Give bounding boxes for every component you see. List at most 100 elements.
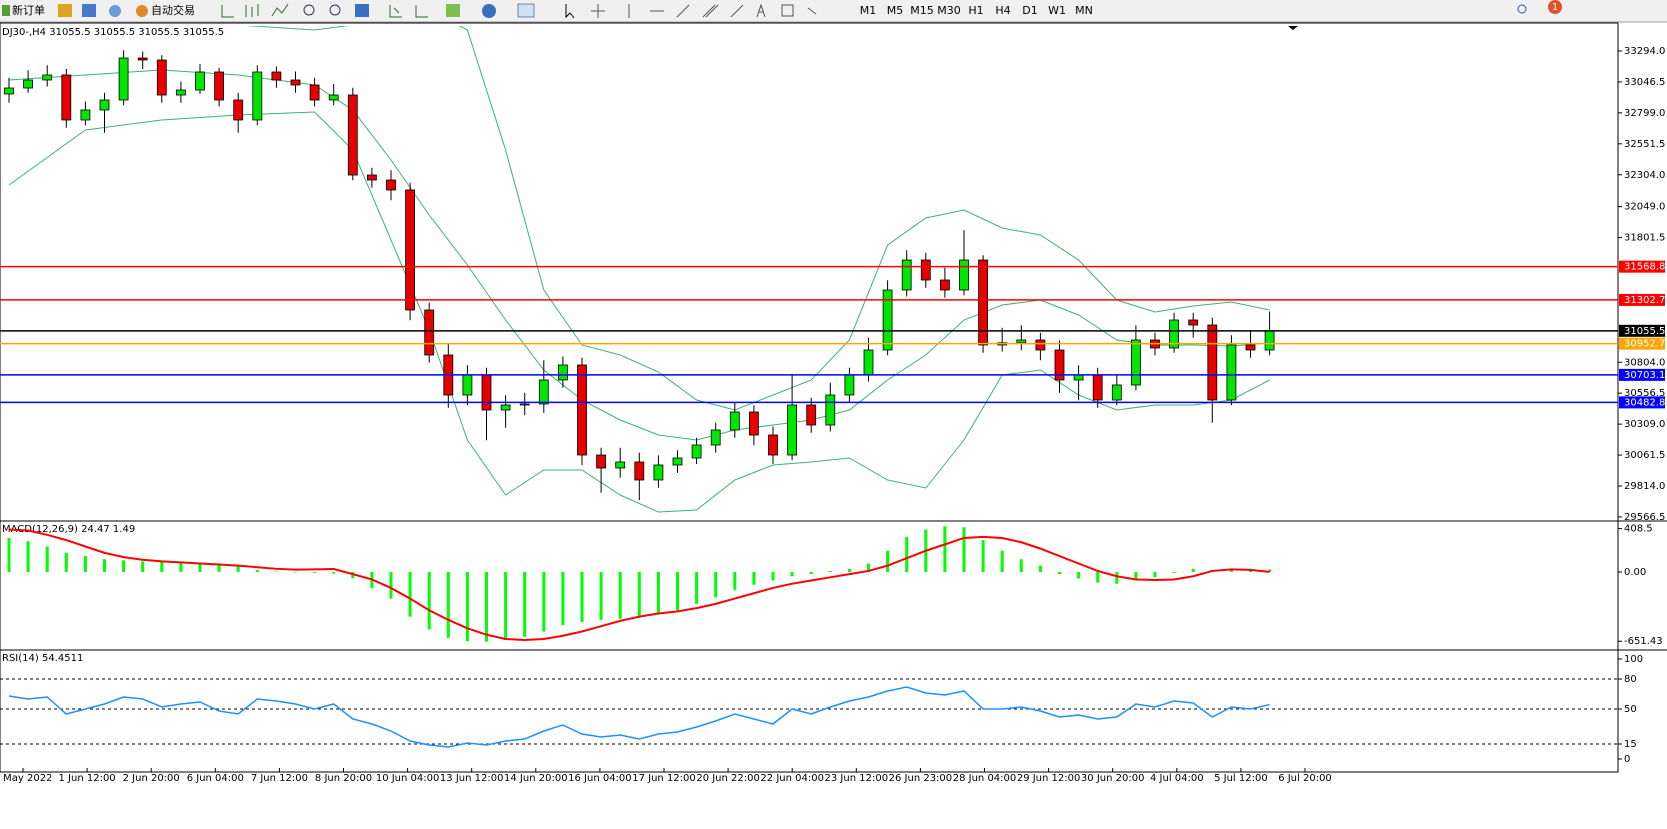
y-tick-label: 31801.5 [1624,233,1665,244]
histogram-bar [1191,568,1195,573]
candle-body [424,309,435,356]
histogram-bar [656,572,660,615]
x-tick-label: 28 Jun 04:00 [953,773,1017,784]
timeframe-button[interactable]: M1 [860,4,877,17]
tile-icon[interactable] [355,4,369,17]
candle-body [1131,339,1141,386]
histogram-bar [637,572,641,618]
zoom-out[interactable] [329,4,341,16]
histogram-bar [179,561,183,573]
trend-icon[interactable] [676,4,690,18]
icon[interactable] [446,4,460,17]
candle-body [233,99,244,121]
badge-count: 1 [1552,2,1558,13]
x-tick-label: 14 Jun 20:00 [504,773,568,784]
candle-body [309,84,320,101]
y-tick-label: 32049.0 [1624,202,1665,213]
candle-body [137,57,148,61]
new-order-button[interactable]: 新订单 [12,3,45,17]
timeframe-button[interactable]: W1 [1048,4,1066,17]
histogram-bar [1268,569,1272,573]
icon[interactable] [109,5,121,17]
histogram-bar [1038,565,1042,573]
histogram-bar [217,563,221,573]
candle-body [156,59,167,96]
candle-body [1073,374,1084,381]
y-tick-label: 29566.5 [1624,512,1665,523]
icon[interactable] [389,5,402,18]
histogram-bar [408,572,412,617]
arrow-icon[interactable] [807,7,817,15]
histogram-bar [1058,572,1061,575]
icon[interactable] [58,4,72,17]
indicator-line [8,686,1270,748]
candle-body [405,189,416,311]
icon[interactable] [415,5,428,18]
candle-body [252,71,263,121]
zoom-in[interactable] [303,4,315,16]
timeframe-button[interactable]: H1 [968,4,983,17]
level-label: 30703.1 [1624,370,1665,381]
candle-body [462,374,473,396]
y-tick-label: 30556.5 [1624,388,1665,399]
histogram-bar [332,572,336,574]
y-tick-label: -651.43 [1624,636,1663,647]
histogram-bar [771,572,775,581]
y-tick-label: 30804.0 [1624,357,1665,368]
auto-icon[interactable] [136,5,148,17]
candle-body [347,94,358,176]
candle-body [844,374,855,396]
candle-body [175,89,186,96]
histogram-bar [943,526,947,573]
timeframe-button[interactable]: M30 [937,4,961,17]
order-icon[interactable] [2,5,10,16]
crosshair-icon[interactable] [591,4,605,18]
histogram-bar [599,572,603,620]
candle-body [825,394,836,426]
x-tick-label: 20 Jun 22:00 [696,773,760,784]
timeframe-button[interactable]: D1 [1022,4,1037,17]
histogram-bar [294,572,297,573]
icon[interactable] [245,4,259,17]
candle-body [940,279,950,291]
histogram-bar [542,572,546,632]
fib-icon[interactable] [730,4,744,18]
candle-body [1169,319,1179,349]
histogram-bar [313,572,317,574]
icon[interactable] [221,5,234,18]
timeframe-button[interactable]: H4 [995,4,1010,17]
histogram-bar [561,572,565,626]
candle-body [500,404,511,411]
histogram-bar [1172,572,1176,574]
search-icon[interactable] [1517,4,1527,14]
icon[interactable] [82,4,96,17]
cursor-icon[interactable] [565,4,575,19]
timeframe-button[interactable]: MN [1075,4,1093,17]
notification-badge[interactable] [1548,0,1562,14]
level-label-bg [1619,260,1665,273]
icon[interactable] [482,4,496,18]
x-tick-label: 1 May 2022 [0,773,52,784]
histogram-bar [1019,559,1023,573]
candle-body [1092,374,1103,401]
channel-icon[interactable] [702,4,719,18]
y-tick-label: 32799.0 [1624,108,1665,119]
candle-body [214,71,225,101]
candle-body [42,74,53,81]
candle-body [61,74,72,121]
timeframe-button[interactable]: M15 [910,4,934,17]
level-label-bg [1619,368,1665,381]
label-icon[interactable] [781,4,794,17]
text-icon[interactable] [756,3,766,18]
auto-trading-button[interactable]: 自动交易 [151,3,195,17]
toolbar [0,0,1667,22]
icon[interactable] [271,3,289,17]
candle-body [787,404,797,456]
histogram-bar [676,572,679,611]
histogram-bar [523,572,527,637]
icon[interactable] [517,3,535,18]
timeframe-button[interactable]: M5 [887,4,904,17]
histogram-bar [962,527,966,573]
candle-body [1207,324,1218,401]
candle-body [1054,349,1065,381]
